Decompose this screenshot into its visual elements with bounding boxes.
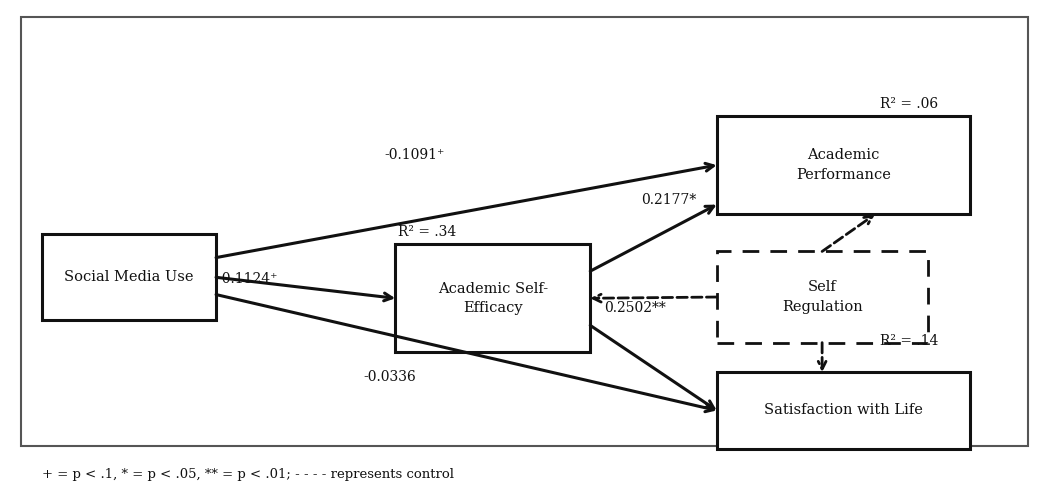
Text: -0.1091⁺: -0.1091⁺	[385, 148, 445, 162]
Bar	[21, 17, 1028, 446]
Text: -0.1124⁺: -0.1124⁺	[217, 272, 278, 285]
Bar	[717, 116, 970, 214]
Bar	[42, 234, 216, 320]
Bar	[717, 251, 928, 343]
Text: -0.0336: -0.0336	[364, 370, 416, 384]
Text: Academic
Performance: Academic Performance	[796, 148, 891, 182]
Bar	[717, 372, 970, 449]
Bar	[395, 244, 590, 352]
Text: + = p < .1, * = p < .05, ** = p < .01; - - - - represents control: + = p < .1, * = p < .05, ** = p < .01; -…	[42, 468, 454, 481]
Text: Academic Self-
Efficacy: Academic Self- Efficacy	[437, 282, 548, 315]
Text: R² = .14: R² = .14	[880, 334, 938, 348]
Text: R² = .06: R² = .06	[880, 97, 938, 111]
Text: Self
Regulation: Self Regulation	[782, 281, 862, 314]
Text: R² = .34: R² = .34	[398, 225, 456, 239]
Text: Satisfaction with Life: Satisfaction with Life	[764, 403, 922, 418]
Text: 0.2177*: 0.2177*	[641, 193, 696, 207]
Text: Social Media Use: Social Media Use	[64, 270, 194, 284]
Text: 0.2502**: 0.2502**	[604, 301, 666, 315]
